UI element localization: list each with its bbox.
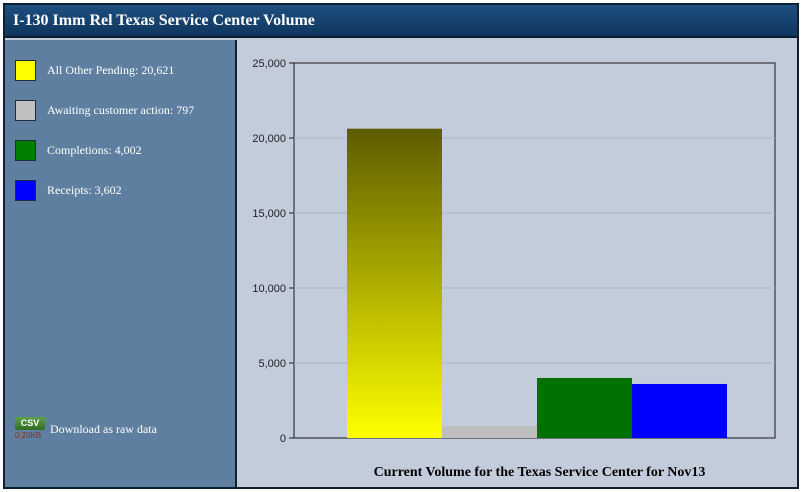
y-tick-label: 15,000 [252,208,286,220]
csv-file-icon[interactable]: CSV [15,417,45,430]
legend-swatch [15,180,36,201]
download-label[interactable]: Download as raw data [50,422,157,436]
bar-all-other-pending [347,128,442,438]
download-raw-data-link[interactable]: CSV 0.20KB Download as raw data [15,417,215,447]
legend-item-all-other-pending: All Other Pending: 20,621 [15,60,235,84]
legend-label: Awaiting customer action: 797 [47,103,195,117]
legend-swatch [15,100,36,121]
y-tick-label: 20,000 [252,133,286,145]
bar-awaiting-customer-action [442,426,537,438]
bar-receipts [632,383,727,438]
bar-completions [537,377,632,438]
y-tick-label: 25,000 [252,58,286,70]
chart-area: 0 5,000 10,000 15,000 20,000 25,000 Current Vo… [239,40,797,487]
legend-swatch [15,60,36,81]
legend-label: Completions: 4,002 [47,143,142,157]
legend-item-awaiting-customer-action: Awaiting customer action: 797 [15,100,235,124]
bar-chart: 0 5,000 10,000 15,000 20,000 25,000 Current Vo… [252,58,776,480]
legend-label: All Other Pending: 20,621 [47,63,175,77]
legend-label: Receipts: 3,602 [47,183,122,197]
y-tick-label: 0 [280,433,286,445]
legend-item-completions: Completions: 4,002 [15,140,235,164]
title-bar: I-130 Imm Rel Texas Service Center Volum… [5,5,797,38]
y-tick-label: 10,000 [252,283,286,295]
legend-item-receipts: Receipts: 3,602 [15,180,235,204]
legend-swatch [15,140,36,161]
csv-file-size: 0.20KB [15,431,42,440]
y-tick-label: 5,000 [258,358,286,370]
widget-title: I-130 Imm Rel Texas Service Center Volum… [13,12,315,29]
chart-title: Current Volume for the Texas Service Cen… [374,465,706,480]
legend-panel: All Other Pending: 20,621 Awaiting custo… [5,40,237,487]
chart-widget: I-130 Imm Rel Texas Service Center Volum… [3,3,799,489]
